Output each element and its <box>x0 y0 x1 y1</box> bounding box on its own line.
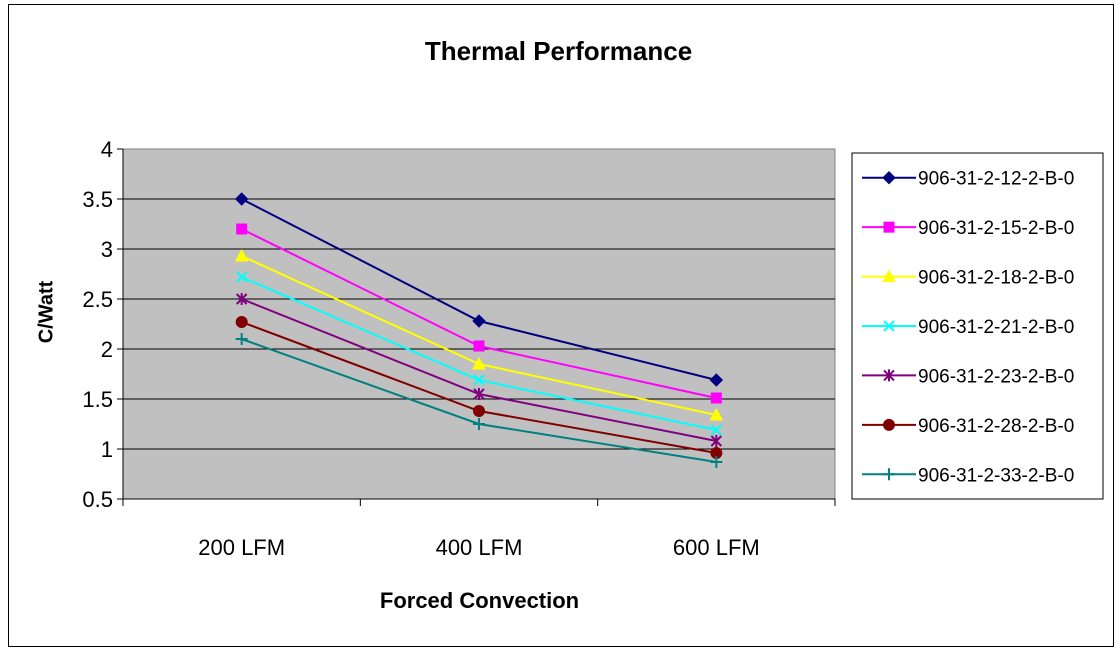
series-7 <box>235 333 723 468</box>
legend-label: 906-31-2-12-2-B-0 <box>918 169 1074 190</box>
y-tick-label: 4 <box>101 137 113 162</box>
diamond-marker <box>472 314 486 328</box>
marker-shape <box>710 424 723 436</box>
legend-item: 906-31-2-15-2-B-0 <box>862 218 1074 239</box>
marker-shape <box>235 293 248 305</box>
asterisk-marker <box>710 435 723 447</box>
marker-shape <box>709 407 724 421</box>
marker-shape <box>710 435 723 447</box>
plus-marker <box>235 333 248 345</box>
x-marker <box>235 271 248 283</box>
marker-shape <box>883 221 895 233</box>
y-tick-label: 0.5 <box>82 487 113 512</box>
marker-shape <box>235 271 248 283</box>
marker-shape <box>236 223 248 235</box>
asterisk-marker <box>883 369 895 382</box>
asterisk-marker <box>235 293 248 305</box>
asterisk-marker <box>473 388 485 400</box>
marker-shape <box>473 405 485 417</box>
marker-shape <box>883 320 895 332</box>
legend-item: 906-31-2-33-2-B-0 <box>862 465 1074 486</box>
legend-label: 906-31-2-23-2-B-0 <box>918 366 1074 387</box>
x-marker <box>473 374 485 386</box>
y-tick-label: 2 <box>101 337 113 362</box>
marker-shape <box>882 269 896 283</box>
legend-label: 906-31-2-21-2-B-0 <box>918 317 1074 338</box>
legend-label: 906-31-2-28-2-B-0 <box>918 416 1074 437</box>
x-marker <box>710 424 723 436</box>
series-1 <box>234 192 724 387</box>
legend-item: 906-31-2-12-2-B-0 <box>862 169 1074 190</box>
legend-item: 906-31-2-21-2-B-0 <box>862 317 1074 338</box>
diamond-marker <box>234 192 249 206</box>
x-tick-label: 600 LFM <box>673 535 760 560</box>
chart-title: Thermal Performance <box>424 36 693 66</box>
marker-shape <box>472 356 486 370</box>
square-marker <box>236 223 248 235</box>
triangle-marker <box>882 269 896 283</box>
circle-marker <box>235 316 248 328</box>
x-tick-label: 400 LFM <box>436 535 523 560</box>
square-marker <box>710 392 722 404</box>
legend-label: 906-31-2-33-2-B-0 <box>918 465 1074 486</box>
marker-shape <box>473 374 485 386</box>
series-2 <box>236 223 722 404</box>
legend-item: 906-31-2-23-2-B-0 <box>862 366 1074 387</box>
marker-shape <box>883 418 895 431</box>
series-5 <box>235 293 723 447</box>
marker-shape <box>709 373 724 387</box>
circle-marker <box>473 405 485 417</box>
triangle-marker <box>234 248 249 262</box>
legend-item: 906-31-2-28-2-B-0 <box>862 416 1074 437</box>
marker-shape <box>882 171 896 185</box>
legend-label: 906-31-2-18-2-B-0 <box>918 268 1074 289</box>
marker-shape <box>235 333 248 345</box>
triangle-marker <box>709 407 724 421</box>
marker-shape <box>472 314 486 328</box>
series-3 <box>234 248 724 421</box>
marker-shape <box>234 192 249 206</box>
y-tick-label: 1 <box>101 437 113 462</box>
plus-marker <box>473 418 485 430</box>
y-tick-label: 3.5 <box>82 187 113 212</box>
y-tick-label: 3 <box>101 237 113 262</box>
series-4 <box>235 271 723 436</box>
square-marker <box>883 221 895 233</box>
marker-shape <box>473 340 485 352</box>
circle-marker <box>883 418 895 431</box>
diamond-marker <box>709 373 724 387</box>
legend-label: 906-31-2-15-2-B-0 <box>918 218 1074 239</box>
marker-shape <box>710 392 722 404</box>
plus-marker <box>883 468 895 481</box>
marker-shape <box>235 316 248 328</box>
y-tick-label: 2.5 <box>82 287 113 312</box>
marker-shape <box>473 388 485 400</box>
marker-shape <box>473 418 485 430</box>
y-tick-label: 1.5 <box>82 387 113 412</box>
diamond-marker <box>882 171 896 185</box>
marker-shape <box>710 456 723 468</box>
legend-item: 906-31-2-18-2-B-0 <box>862 268 1074 289</box>
x-marker <box>883 320 895 332</box>
marker-shape <box>883 369 895 382</box>
square-marker <box>473 340 485 352</box>
marker-shape <box>234 248 249 262</box>
marker-shape <box>883 468 895 481</box>
x-axis-label: Forced Convection <box>379 588 580 613</box>
x-tick-label: 200 LFM <box>198 535 285 560</box>
triangle-marker <box>472 356 486 370</box>
plus-marker <box>710 456 723 468</box>
